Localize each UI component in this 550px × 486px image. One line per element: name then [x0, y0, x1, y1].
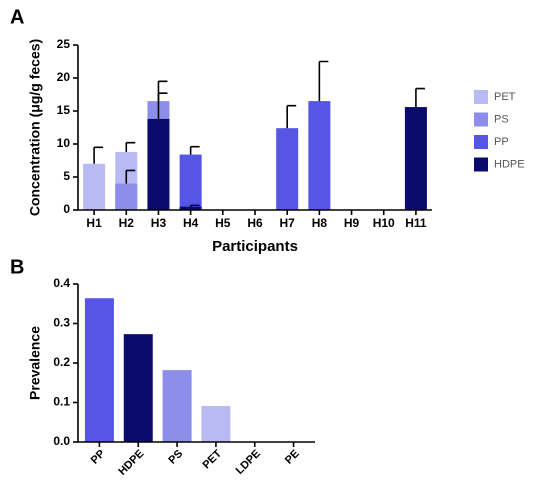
y-tick-label: 0.4 — [53, 276, 70, 290]
legend-label: HDPE — [494, 158, 525, 170]
bar — [147, 118, 170, 210]
legend-swatch — [474, 135, 488, 149]
x-tick-label: H8 — [312, 216, 328, 230]
x-tick-label: PE — [283, 448, 302, 467]
legend-label: PET — [494, 91, 516, 103]
error-bar — [93, 146, 104, 164]
y-tick-label: 5 — [63, 169, 70, 183]
bar — [201, 406, 231, 442]
bar — [162, 370, 192, 442]
error-bar — [318, 60, 329, 102]
x-tick-label: PP — [89, 448, 108, 467]
x-tick-label: LDPE — [234, 448, 263, 477]
legend-swatch — [474, 157, 488, 172]
x-tick-label: H3 — [151, 216, 167, 230]
x-tick-label: PS — [166, 448, 185, 467]
x-tick-label: H9 — [344, 216, 360, 230]
error-bar — [125, 169, 136, 184]
y-tick-label: 20 — [57, 70, 71, 84]
bar — [123, 334, 153, 442]
bar — [115, 183, 138, 210]
x-tick-label: PET — [200, 448, 224, 472]
x-tick-label: HDPE — [116, 448, 146, 478]
legend-swatch — [474, 90, 488, 104]
y-tick-label: 25 — [57, 37, 71, 51]
error-bar — [415, 87, 425, 108]
bar — [404, 107, 427, 210]
x-tick-label: H1 — [86, 216, 102, 230]
y-tick-label: 15 — [57, 103, 71, 117]
y-tick-label: 0.1 — [53, 395, 70, 409]
error-bar — [189, 204, 200, 207]
bar — [84, 298, 114, 442]
panel-label: A — [10, 6, 24, 28]
y-axis-label: Concentration (μg/g feces) — [27, 39, 43, 216]
x-tick-label: H7 — [280, 216, 296, 230]
y-tick-label: 0.2 — [53, 355, 70, 369]
error-bar — [157, 80, 168, 119]
legend-label: PP — [494, 136, 509, 148]
x-tick-label: H6 — [247, 216, 263, 230]
panel-label: B — [10, 256, 24, 278]
bar — [179, 154, 202, 210]
error-bar — [157, 92, 168, 102]
x-tick-label: H10 — [373, 216, 395, 230]
error-bar — [286, 104, 297, 129]
legend-label: PS — [494, 113, 509, 125]
y-tick-label: 10 — [57, 136, 71, 150]
x-tick-label: H11 — [405, 216, 427, 230]
y-tick-label: 0 — [63, 202, 70, 216]
x-tick-label: H2 — [119, 216, 135, 230]
bar — [83, 163, 106, 210]
x-axis-label: Participants — [212, 238, 298, 255]
bar — [179, 206, 202, 210]
y-axis-label: Prevalence — [27, 326, 43, 400]
x-tick-label: H5 — [215, 216, 231, 230]
legend-swatch — [474, 112, 488, 127]
x-tick-label: H4 — [183, 216, 199, 230]
bar — [308, 101, 331, 210]
y-tick-label: 0.0 — [53, 434, 70, 448]
error-bar — [125, 141, 136, 152]
bar — [276, 128, 299, 210]
error-bar — [189, 145, 200, 155]
y-tick-label: 0.3 — [53, 316, 70, 330]
